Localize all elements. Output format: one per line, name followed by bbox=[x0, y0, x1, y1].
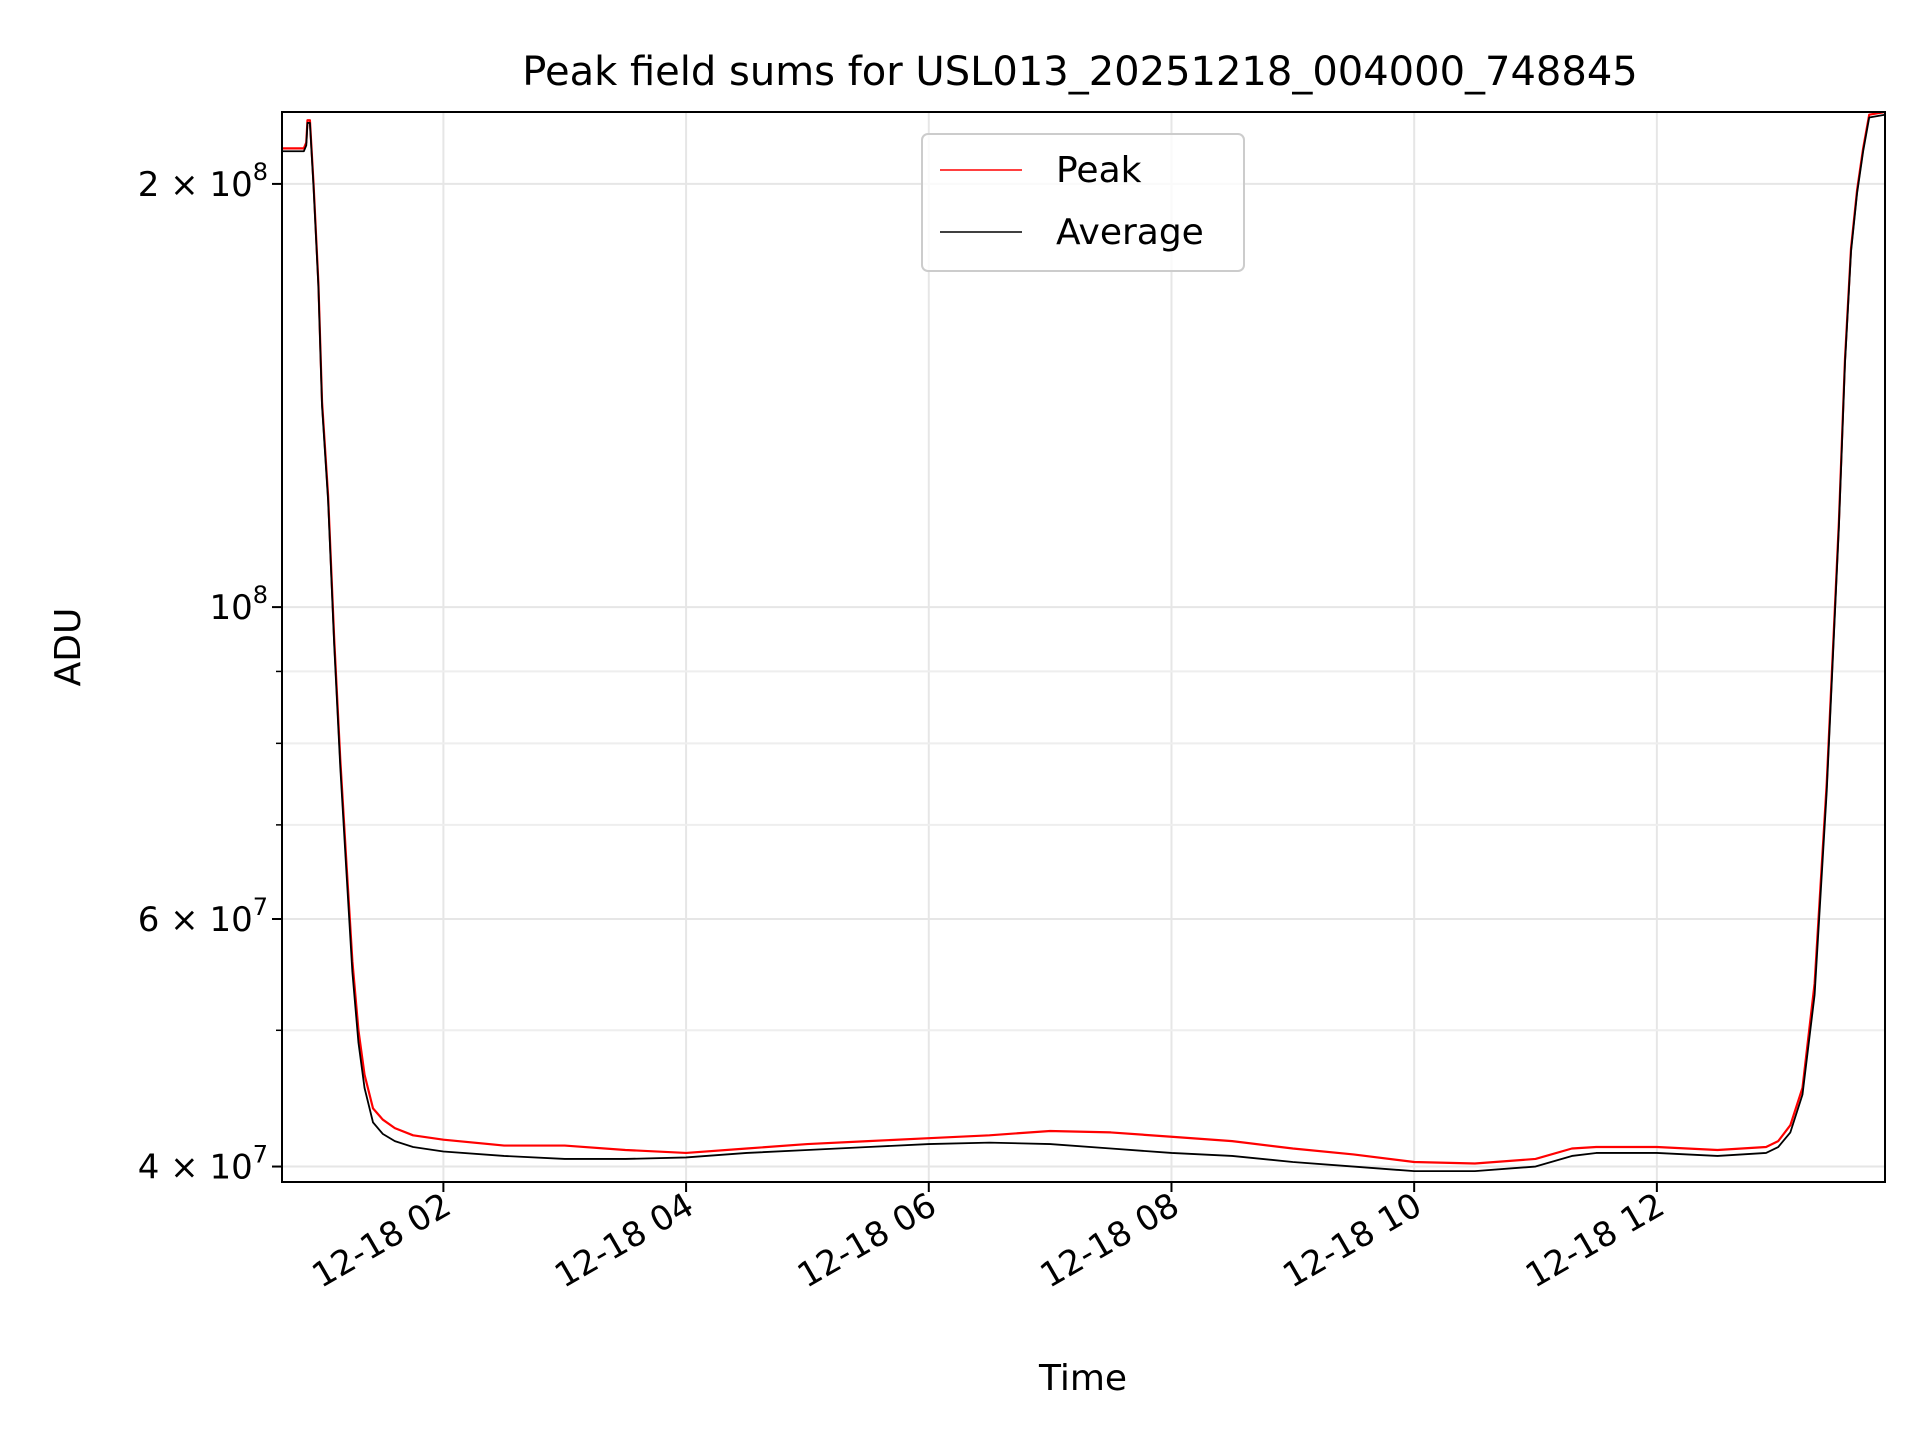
y-tick-base: 4 × 10 bbox=[138, 1148, 253, 1188]
y-tick-label: 6 × 107 bbox=[138, 893, 268, 940]
y-tick-exponent: 8 bbox=[253, 581, 268, 609]
y-tick-base: 10 bbox=[209, 588, 252, 628]
y-tick-label: 2 × 108 bbox=[138, 158, 268, 205]
legend-box bbox=[921, 133, 1245, 272]
y-tick-exponent: 7 bbox=[253, 893, 268, 921]
chart-title: Peak field sums for USL013_20251218_0040… bbox=[522, 49, 1637, 95]
y-tick-label: 108 bbox=[209, 581, 268, 628]
x-axis-label: Time bbox=[1038, 1358, 1127, 1399]
y-tick-exponent: 7 bbox=[253, 1141, 268, 1169]
legend-label-average: Average bbox=[1056, 212, 1204, 253]
series-lines bbox=[282, 112, 1885, 1173]
y-tick-base: 6 × 10 bbox=[138, 900, 253, 940]
legend-label-peak: Peak bbox=[1056, 150, 1142, 191]
y-tick-label: 4 × 107 bbox=[138, 1141, 268, 1188]
y-axis-label: ADU bbox=[48, 608, 89, 687]
y-tick-base: 2 × 10 bbox=[138, 165, 253, 205]
legend: Peak Average bbox=[921, 133, 1245, 272]
y-tick-exponent: 8 bbox=[253, 158, 268, 186]
plot-frame bbox=[281, 111, 1886, 1183]
series-line-average bbox=[282, 113, 1885, 1173]
